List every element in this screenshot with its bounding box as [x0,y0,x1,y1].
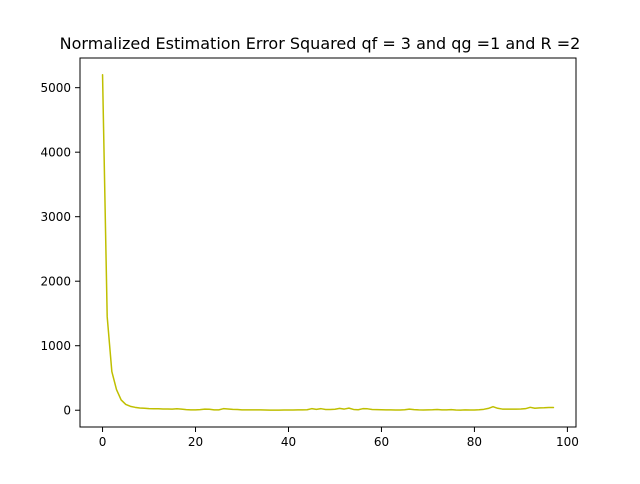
plot-area-frame [79,57,577,428]
y-tick-label: 1000 [40,339,71,353]
chart-title: Normalized Estimation Error Squared qf =… [60,34,581,53]
x-axis: 0 20 40 60 80 100 [99,427,579,449]
y-tick-label: 3000 [40,210,71,224]
x-tick-label: 60 [374,435,389,449]
y-tick-label: 2000 [40,275,71,289]
x-tick-label: 0 [99,435,107,449]
series-layer [101,74,555,411]
y-tick-label: 0 [63,404,71,418]
x-tick-label: 20 [188,435,203,449]
y-axis: 0 1000 2000 3000 4000 5000 [40,81,80,418]
x-tick-label: 100 [556,435,579,449]
x-tick-label: 80 [467,435,482,449]
x-tick-label: 40 [281,435,296,449]
y-tick-label: 4000 [40,146,71,160]
series-line-0 [101,74,555,411]
y-tick-label: 5000 [40,81,71,95]
